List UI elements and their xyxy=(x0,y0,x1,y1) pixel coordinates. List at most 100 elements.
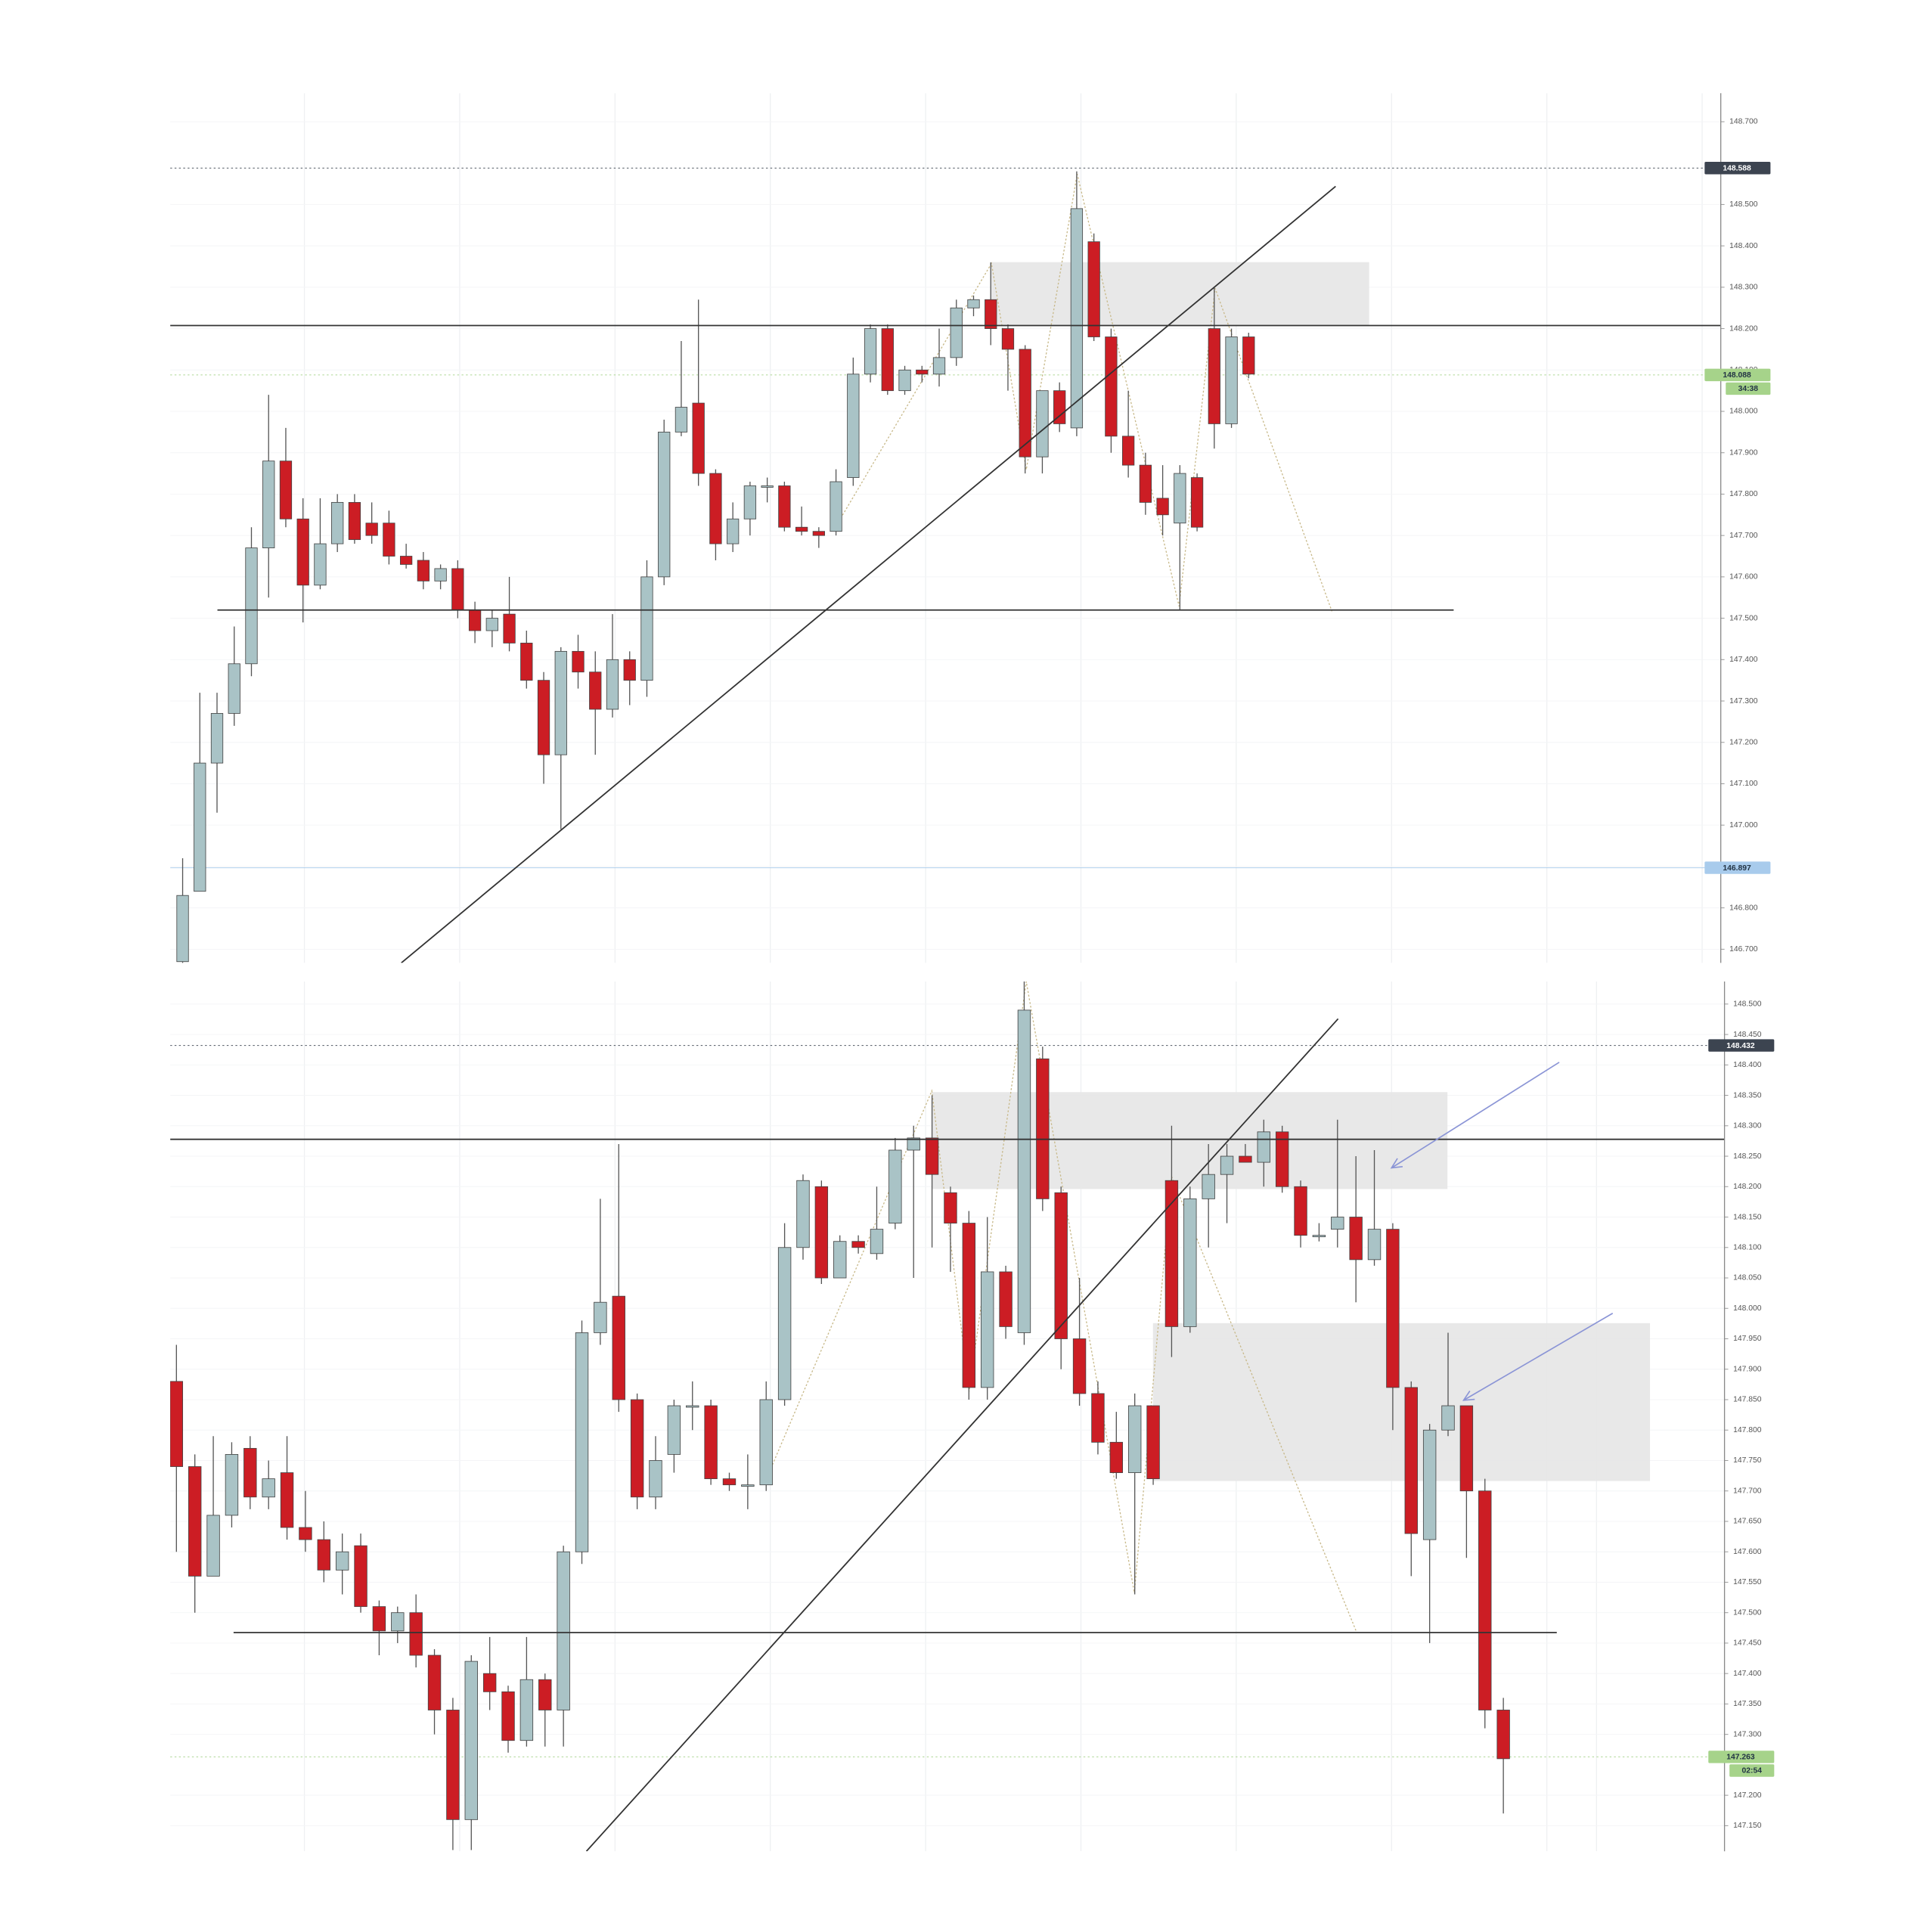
candle-body xyxy=(299,1527,312,1540)
candle-body xyxy=(709,473,722,544)
y-tick-label: 147.450 xyxy=(1733,1639,1762,1648)
candle-body xyxy=(830,481,842,532)
candle-body xyxy=(907,1137,920,1151)
y-tick-label: 147.600 xyxy=(1733,1548,1762,1556)
candle-body xyxy=(464,1661,478,1820)
candle-body xyxy=(881,328,894,392)
price-tag xyxy=(1708,1039,1775,1052)
y-tick-label: 148.450 xyxy=(1733,1031,1762,1039)
candle-body xyxy=(354,1545,367,1608)
candle-body xyxy=(589,671,602,710)
arrow-head xyxy=(1390,1158,1403,1169)
candle-body xyxy=(1496,1710,1510,1760)
candle-body xyxy=(317,1539,330,1571)
candle-body xyxy=(280,1472,294,1528)
candle-body xyxy=(434,568,447,581)
candle-body xyxy=(243,1447,257,1498)
arrow-shaft xyxy=(1391,1062,1560,1169)
price-tag-label: 148.588 xyxy=(1723,164,1751,172)
candle-body xyxy=(1127,1405,1142,1473)
y-tick-label: 147.900 xyxy=(1733,1365,1762,1373)
candle-body xyxy=(245,547,258,665)
candle-body xyxy=(777,1247,792,1400)
candle-body xyxy=(485,618,498,631)
y-tick-label: 148.250 xyxy=(1733,1152,1762,1161)
candle-body xyxy=(417,560,430,581)
candle-body xyxy=(520,643,533,681)
candle-body xyxy=(1054,1192,1068,1339)
candle-body xyxy=(1386,1229,1400,1388)
y-tick-label: 147.800 xyxy=(1733,1426,1762,1434)
candle-body xyxy=(759,1399,773,1486)
arrow-shaft xyxy=(1463,1313,1614,1401)
y-tick-label: 148.500 xyxy=(1729,200,1758,209)
plot-area xyxy=(170,93,1721,963)
y-tick-label: 147.500 xyxy=(1729,614,1758,622)
y-tick-label: 147.800 xyxy=(1729,490,1758,498)
y-tick-label: 147.300 xyxy=(1729,697,1758,706)
candle-body xyxy=(778,485,791,528)
candle-body xyxy=(1239,1155,1252,1163)
y-tick-label: 147.900 xyxy=(1729,448,1758,457)
y-tick-label: 147.300 xyxy=(1733,1730,1762,1738)
candle-body xyxy=(519,1679,534,1741)
candle-body xyxy=(1146,1405,1160,1480)
y-tick-label: 148.400 xyxy=(1729,242,1758,250)
candle-body xyxy=(944,1192,957,1223)
candle-body xyxy=(1220,1155,1234,1175)
candle-body xyxy=(1139,464,1152,503)
candle-body xyxy=(1208,328,1220,424)
candle-body xyxy=(1275,1131,1289,1187)
candle-body xyxy=(262,1478,275,1498)
candle-body xyxy=(612,1295,625,1400)
candle-body xyxy=(630,1399,644,1498)
candle-body xyxy=(658,431,671,578)
candle-body xyxy=(194,762,206,892)
candle-body xyxy=(1036,390,1049,457)
candle-body xyxy=(1036,1058,1050,1199)
candle-body xyxy=(554,650,567,755)
candle-body xyxy=(932,357,946,375)
candle-body xyxy=(741,1484,755,1487)
candle-body xyxy=(1459,1405,1474,1492)
candle-body xyxy=(314,543,327,586)
candle-body xyxy=(188,1466,202,1577)
candle-body xyxy=(916,369,929,375)
y-tick-label: 148.500 xyxy=(1733,1000,1762,1009)
candle-body xyxy=(537,680,550,755)
candle-body xyxy=(1105,336,1118,437)
candle-body xyxy=(1404,1387,1418,1534)
candle-body xyxy=(640,576,653,681)
y-tick-label: 146.700 xyxy=(1729,945,1758,954)
candle-body xyxy=(331,501,344,544)
candle-body xyxy=(985,299,997,329)
zone-box xyxy=(932,1092,1448,1189)
candle-body xyxy=(1017,1009,1031,1333)
candle-body xyxy=(427,1654,442,1710)
candle-body xyxy=(1121,436,1135,466)
candle-body xyxy=(847,374,860,478)
price-tag xyxy=(1704,368,1771,382)
candle-body xyxy=(1091,1393,1105,1443)
timer-tag xyxy=(1726,382,1771,395)
y-tick-label: 147.700 xyxy=(1733,1487,1762,1495)
candle-body xyxy=(727,518,740,544)
candle-body xyxy=(796,1180,810,1248)
candle-body xyxy=(1202,1174,1215,1199)
candle-body xyxy=(572,650,585,673)
y-tick-label: 148.000 xyxy=(1733,1304,1762,1313)
zone-box xyxy=(990,262,1369,326)
candle-body xyxy=(1242,336,1255,375)
candle-body xyxy=(210,713,224,764)
price-tag-label: 148.432 xyxy=(1726,1042,1755,1050)
y-tick-label: 147.600 xyxy=(1729,573,1758,581)
candle-body xyxy=(1087,241,1100,337)
y-tick-label: 147.950 xyxy=(1733,1335,1762,1343)
candle-body xyxy=(206,1515,220,1577)
timer-label: 34:38 xyxy=(1738,385,1759,393)
candle-body xyxy=(372,1606,386,1632)
drawn-line xyxy=(401,185,1336,963)
y-tick-label: 148.400 xyxy=(1733,1061,1762,1069)
y-tick-label: 148.000 xyxy=(1729,408,1758,416)
